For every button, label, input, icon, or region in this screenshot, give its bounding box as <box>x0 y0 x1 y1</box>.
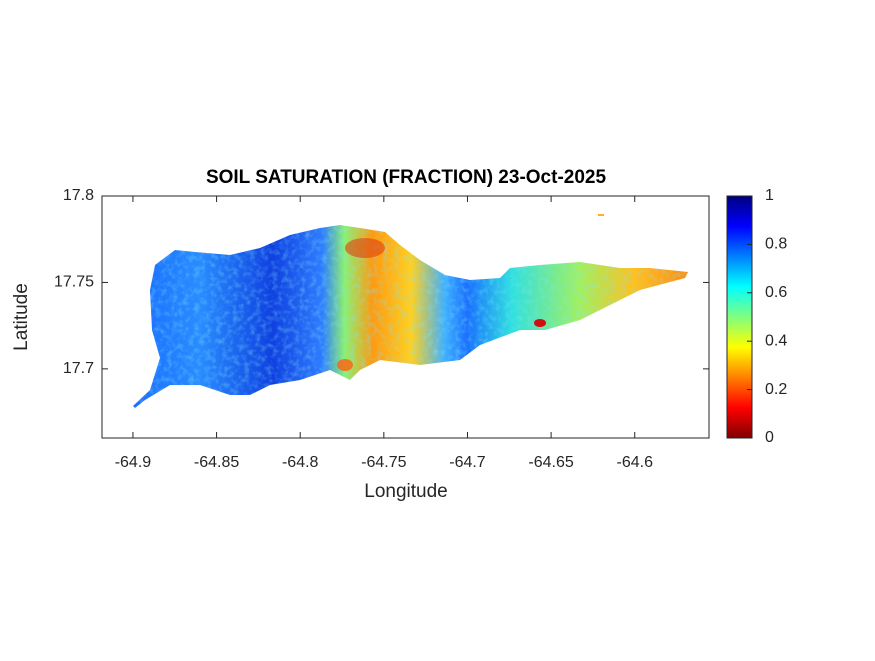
colorbar-tick-label: 1 <box>765 187 774 204</box>
hotspot <box>534 319 546 327</box>
y-tick-label: 17.8 <box>63 187 94 204</box>
x-tick-label: -64.9 <box>115 454 152 471</box>
chart-title: SOIL SATURATION (FRACTION) 23-Oct-2025 <box>206 167 607 188</box>
x-tick-label: -64.85 <box>194 454 239 471</box>
y-tick-label: 17.75 <box>54 274 94 291</box>
x-tick-label: -64.6 <box>617 454 654 471</box>
hotspot <box>337 359 353 371</box>
colorbar-tick-label: 0.4 <box>765 332 787 349</box>
colorbar-tick-label: 0.8 <box>765 236 787 253</box>
colorbar-tick-label: 0.6 <box>765 284 787 301</box>
y-tick-label: 17.7 <box>63 360 94 377</box>
islet <box>598 214 604 216</box>
colorbar <box>726 195 753 439</box>
colorbar-tick-label: 0 <box>765 429 774 446</box>
x-tick-label: -64.7 <box>449 454 486 471</box>
x-tick-label: -64.65 <box>528 454 573 471</box>
y-axis-label: Latitude <box>11 283 32 351</box>
texture <box>133 225 688 408</box>
island-raster <box>133 214 688 408</box>
x-tick-label: -64.8 <box>282 454 319 471</box>
colorbar-tick-label: 0.2 <box>765 381 787 398</box>
x-tick-label: -64.75 <box>361 454 406 471</box>
x-axis-label: Longitude <box>364 481 447 502</box>
hotspot <box>345 238 385 258</box>
